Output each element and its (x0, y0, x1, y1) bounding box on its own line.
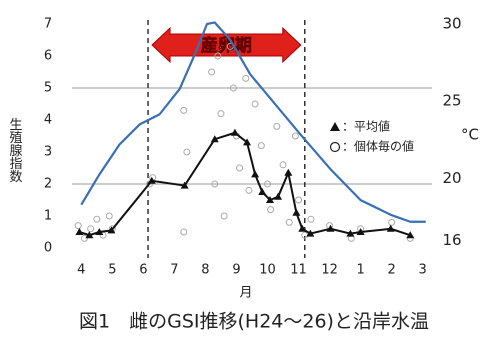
y2-axis-label: °C (461, 126, 479, 144)
mean-marker (258, 188, 267, 195)
mean-marker (147, 176, 156, 184)
y2-tick-label: 16 (442, 231, 461, 249)
mean-marker (284, 168, 293, 176)
y2-tick-label: 30 (442, 15, 461, 33)
y-tick-label: 6 (44, 49, 52, 64)
mean-marker (85, 231, 94, 239)
individual-point (93, 215, 101, 223)
mean-marker (292, 208, 301, 216)
individual-point (180, 228, 188, 236)
chart-title: 図1 雌のGSI推移(H24～26)と沿岸水温 (79, 311, 429, 333)
mean-marker (386, 224, 395, 232)
individual-point (291, 132, 299, 140)
x-tick-label: 5 (108, 263, 116, 278)
individual-point (245, 186, 253, 194)
mean-marker (75, 228, 84, 235)
individual-point (273, 122, 281, 130)
x-tick-label: 7 (170, 263, 178, 278)
individual-point (217, 110, 225, 118)
individual-point (220, 212, 228, 220)
spawning-label: 産卵期 (201, 35, 252, 56)
individual-point (279, 161, 287, 169)
mean-marker (210, 135, 219, 143)
x-tick-label: 11 (290, 263, 307, 278)
mean-marker (326, 224, 335, 232)
individual-point (87, 225, 95, 233)
individual-point (388, 218, 396, 226)
individual-point (236, 164, 244, 172)
y-axis-label: 生殖腺指数 (7, 118, 23, 183)
x-tick-label: 8 (201, 263, 209, 278)
individual-point (211, 180, 219, 188)
y-tick-label: 4 (44, 113, 52, 128)
x-tick-label: 2 (388, 263, 396, 278)
individual-point (105, 212, 113, 220)
mean-marker (266, 196, 274, 203)
y2-tick-label: 25 (442, 92, 461, 110)
temperature-line (80, 21, 426, 223)
individual-point (295, 196, 303, 204)
x-tick-label: 1 (356, 263, 364, 278)
individual-point (214, 52, 222, 60)
legend-label: ：平均値 (342, 119, 390, 134)
y-tick-label: 7 (44, 17, 52, 32)
individual-point (208, 68, 216, 76)
individual-point (251, 100, 259, 108)
x-tick-label: 9 (232, 263, 240, 278)
individual-point (264, 180, 272, 188)
mean-marker (243, 138, 252, 146)
x-tick-label: 4 (77, 263, 85, 278)
legend-marker (329, 141, 341, 153)
individual-point (307, 215, 315, 223)
individual-point (242, 74, 250, 82)
y-tick-label: 2 (44, 177, 52, 192)
mean-marker (251, 170, 260, 178)
individual-point (74, 222, 82, 230)
x-tick-label: 3 (419, 263, 427, 278)
mean-marker (406, 231, 415, 239)
individual-point (80, 234, 88, 242)
legend-marker (330, 122, 340, 131)
mean-marker (306, 229, 315, 237)
individual-point (257, 142, 265, 150)
y-tick-label: 5 (44, 81, 52, 96)
mean-marker (298, 224, 307, 232)
y-tick-label: 1 (44, 209, 52, 224)
mean-marker (95, 228, 104, 235)
individual-point (180, 106, 188, 114)
mean-marker (230, 128, 239, 136)
y-tick-label: 3 (44, 145, 52, 160)
y-tick-label: 0 (44, 241, 52, 256)
x-axis-label: 月 (239, 286, 252, 301)
mean-line (79, 131, 411, 237)
legend-label: ：個体毎の値 (342, 139, 414, 154)
individual-point (229, 84, 237, 92)
spawning-arrow (151, 26, 302, 64)
x-tick-label: 10 (259, 263, 276, 278)
mean-marker (346, 229, 355, 237)
mean-marker (356, 228, 365, 235)
x-tick-label: 6 (139, 263, 147, 278)
individual-point (267, 206, 275, 214)
y2-tick-label: 20 (442, 169, 461, 187)
x-tick-label: 12 (321, 263, 338, 278)
mean-marker (180, 181, 189, 189)
individual-point (183, 148, 191, 156)
mean-marker (107, 226, 116, 234)
mean-marker (274, 192, 283, 200)
individual-point (285, 218, 293, 226)
